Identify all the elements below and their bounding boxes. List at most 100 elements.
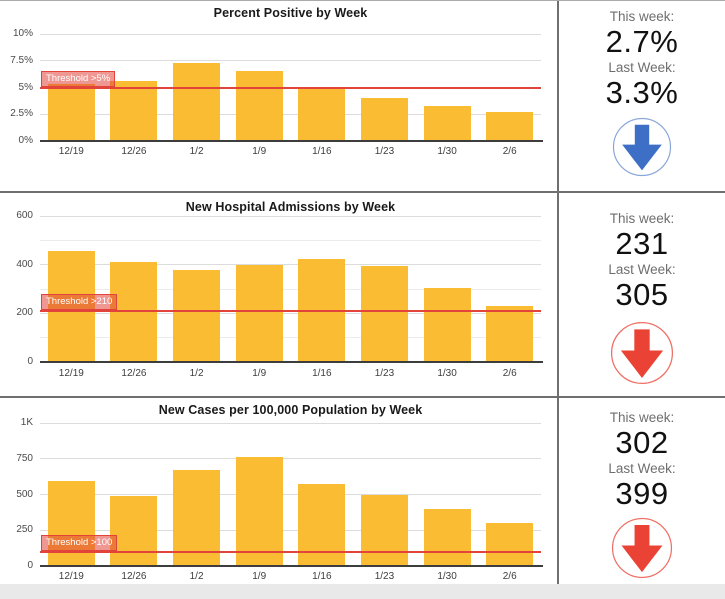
y-tick-label: 0% <box>18 135 33 146</box>
down-arrow-icon <box>610 321 674 385</box>
bar[interactable] <box>235 265 283 362</box>
threshold-label: Threshold >5% <box>41 70 116 87</box>
this-week-label: This week: <box>609 410 675 425</box>
chart-title: New Hospital Admissions by Week <box>185 200 396 214</box>
x-tick-label: 2/6 <box>502 571 517 582</box>
gridline <box>40 215 541 217</box>
bar[interactable] <box>110 81 158 141</box>
y-tick-label: 0 <box>27 560 33 571</box>
bar[interactable] <box>110 495 158 566</box>
x-tick-label: 1/30 <box>437 146 457 157</box>
gridline <box>40 422 541 424</box>
this-week-value: 2.7% <box>605 24 679 59</box>
gridline-minor <box>40 288 541 290</box>
x-tick-label: 1/30 <box>437 368 457 379</box>
bar[interactable] <box>47 84 95 141</box>
x-tick-label: 12/26 <box>121 368 147 379</box>
bar[interactable] <box>423 508 471 566</box>
chart-percent-positive[interactable]: Percent Positive by Week Threshold >5% 1… <box>0 1 557 191</box>
gridline <box>40 113 541 115</box>
x-tick-label: 1/2 <box>189 146 204 157</box>
bottom-gutter <box>0 584 725 599</box>
x-tick-label: 12/19 <box>58 146 84 157</box>
bar[interactable] <box>47 480 95 566</box>
x-tick-label: 1/9 <box>252 571 267 582</box>
gridline <box>40 60 541 62</box>
threshold-line <box>40 309 541 312</box>
x-tick-label: 1/2 <box>189 571 204 582</box>
last-week-label: Last Week: <box>608 461 676 476</box>
x-tick-label: 12/19 <box>58 368 84 379</box>
y-tick-label: 0 <box>27 356 33 367</box>
gridline <box>40 312 541 314</box>
chart-new-cases[interactable]: New Cases per 100,000 Population by Week… <box>0 398 557 585</box>
y-tick-label: 10% <box>12 28 33 39</box>
x-tick-label: 1/23 <box>374 146 395 157</box>
x-tick-label: 1/9 <box>252 368 267 379</box>
gridline-minor <box>40 239 541 241</box>
bar[interactable] <box>360 266 408 362</box>
bar[interactable] <box>423 105 471 141</box>
last-week-label: Last Week: <box>608 60 676 75</box>
bar[interactable] <box>110 262 158 362</box>
bar[interactable] <box>173 62 221 141</box>
section-hospital-admissions: New Hospital Admissions by Week Threshol… <box>0 191 725 396</box>
y-tick-label: 2.5% <box>10 108 33 120</box>
gridline <box>40 264 541 266</box>
section-percent-positive: Percent Positive by Week Threshold >5% 1… <box>0 1 725 191</box>
bar[interactable] <box>235 457 283 566</box>
bar[interactable] <box>486 112 534 141</box>
bar[interactable] <box>173 470 221 566</box>
last-week-value: 399 <box>615 476 669 511</box>
chart-title: Percent Positive by Week <box>213 6 368 20</box>
gridline <box>40 529 541 531</box>
gridline <box>40 458 541 460</box>
x-tick-label: 1/16 <box>312 368 332 379</box>
x-tick-label: 2/6 <box>502 146 517 157</box>
plot-area: Threshold >5% <box>40 33 543 142</box>
x-tick-label: 12/19 <box>58 571 84 582</box>
down-arrow-icon <box>611 517 673 579</box>
bar[interactable] <box>486 305 534 362</box>
this-week-label: This week: <box>609 9 675 24</box>
y-tick-label: 1K <box>20 417 33 428</box>
scorecard-new-cases: This week: 302 Last Week: 399 <box>557 398 725 585</box>
last-week-label: Last Week: <box>608 262 676 277</box>
y-tick-label: 7.5% <box>10 54 33 66</box>
y-tick-label: 500 <box>16 488 33 500</box>
scorecard-hospital-admissions: This week: 231 Last Week: 305 <box>557 193 725 396</box>
down-arrow-icon <box>612 117 672 177</box>
gridline <box>40 494 541 495</box>
last-week-value: 305 <box>615 277 669 312</box>
x-axis-line <box>40 140 543 142</box>
plot-area: Threshold >210 <box>40 215 543 363</box>
gridline <box>40 33 541 35</box>
bar[interactable] <box>423 287 471 362</box>
this-week-value: 231 <box>615 226 669 261</box>
y-tick-label: 200 <box>16 307 33 319</box>
y-tick-label: 250 <box>16 524 33 536</box>
x-axis-labels: 12/19 12/26 1/2 1/9 1/16 1/23 1/30 2/6 <box>40 571 541 582</box>
chart-hospital-admissions[interactable]: New Hospital Admissions by Week Threshol… <box>0 193 557 396</box>
x-axis-labels: 12/19 12/26 1/2 1/9 1/16 1/23 1/30 2/6 <box>40 368 541 379</box>
x-tick-label: 1/30 <box>437 571 457 582</box>
bar[interactable] <box>235 71 283 141</box>
bar[interactable] <box>486 522 534 566</box>
x-tick-label: 1/9 <box>252 146 267 157</box>
bar[interactable] <box>360 98 408 141</box>
bar[interactable] <box>298 87 346 141</box>
x-axis-line <box>40 565 543 567</box>
bar[interactable] <box>360 494 408 566</box>
chart-title: New Cases per 100,000 Population by Week <box>158 403 423 417</box>
bar[interactable] <box>173 270 221 362</box>
x-axis-line <box>40 361 543 363</box>
threshold-line <box>40 550 541 553</box>
y-tick-label: 750 <box>16 452 33 464</box>
y-tick-label: 600 <box>16 210 33 221</box>
y-tick-label: 5% <box>18 81 33 93</box>
bar[interactable] <box>298 483 346 566</box>
x-tick-label: 1/23 <box>374 571 395 582</box>
section-new-cases: New Cases per 100,000 Population by Week… <box>0 396 725 585</box>
x-tick-label: 12/26 <box>121 571 147 582</box>
threshold-line <box>40 86 541 89</box>
